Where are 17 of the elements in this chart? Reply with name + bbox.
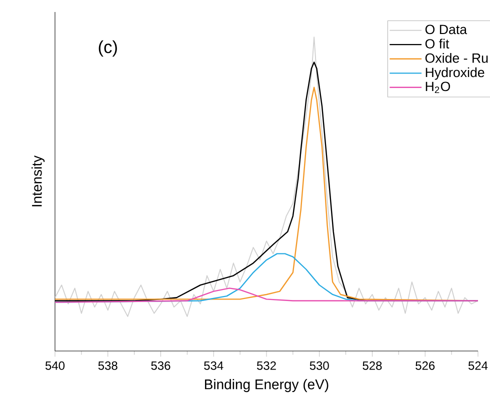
x-tick-label: 540 (45, 361, 65, 370)
x-tick-label: 530 (310, 361, 329, 370)
legend-label: O Data (425, 24, 468, 34)
annotation: (c) (98, 40, 117, 57)
x-tick-label: 528 (362, 361, 382, 370)
legend-label: Hydroxide (426, 67, 484, 80)
x-tick-label: 534 (204, 361, 224, 370)
x-tick-label: 536 (151, 361, 170, 370)
x-axis-title: Binding Energy (eV) (205, 379, 328, 392)
legend-label: Oxide - Ru (425, 53, 488, 63)
y-axis-title: Intensity (32, 155, 45, 206)
x-tick-label: 532 (256, 361, 276, 370)
legend-label: O fit (425, 38, 450, 48)
legend-label: H$_{2}$O (426, 82, 450, 94)
x-tick-label: 526 (416, 361, 435, 370)
x-tick-label: 538 (98, 361, 118, 370)
x-tick-label: 524 (468, 361, 488, 370)
